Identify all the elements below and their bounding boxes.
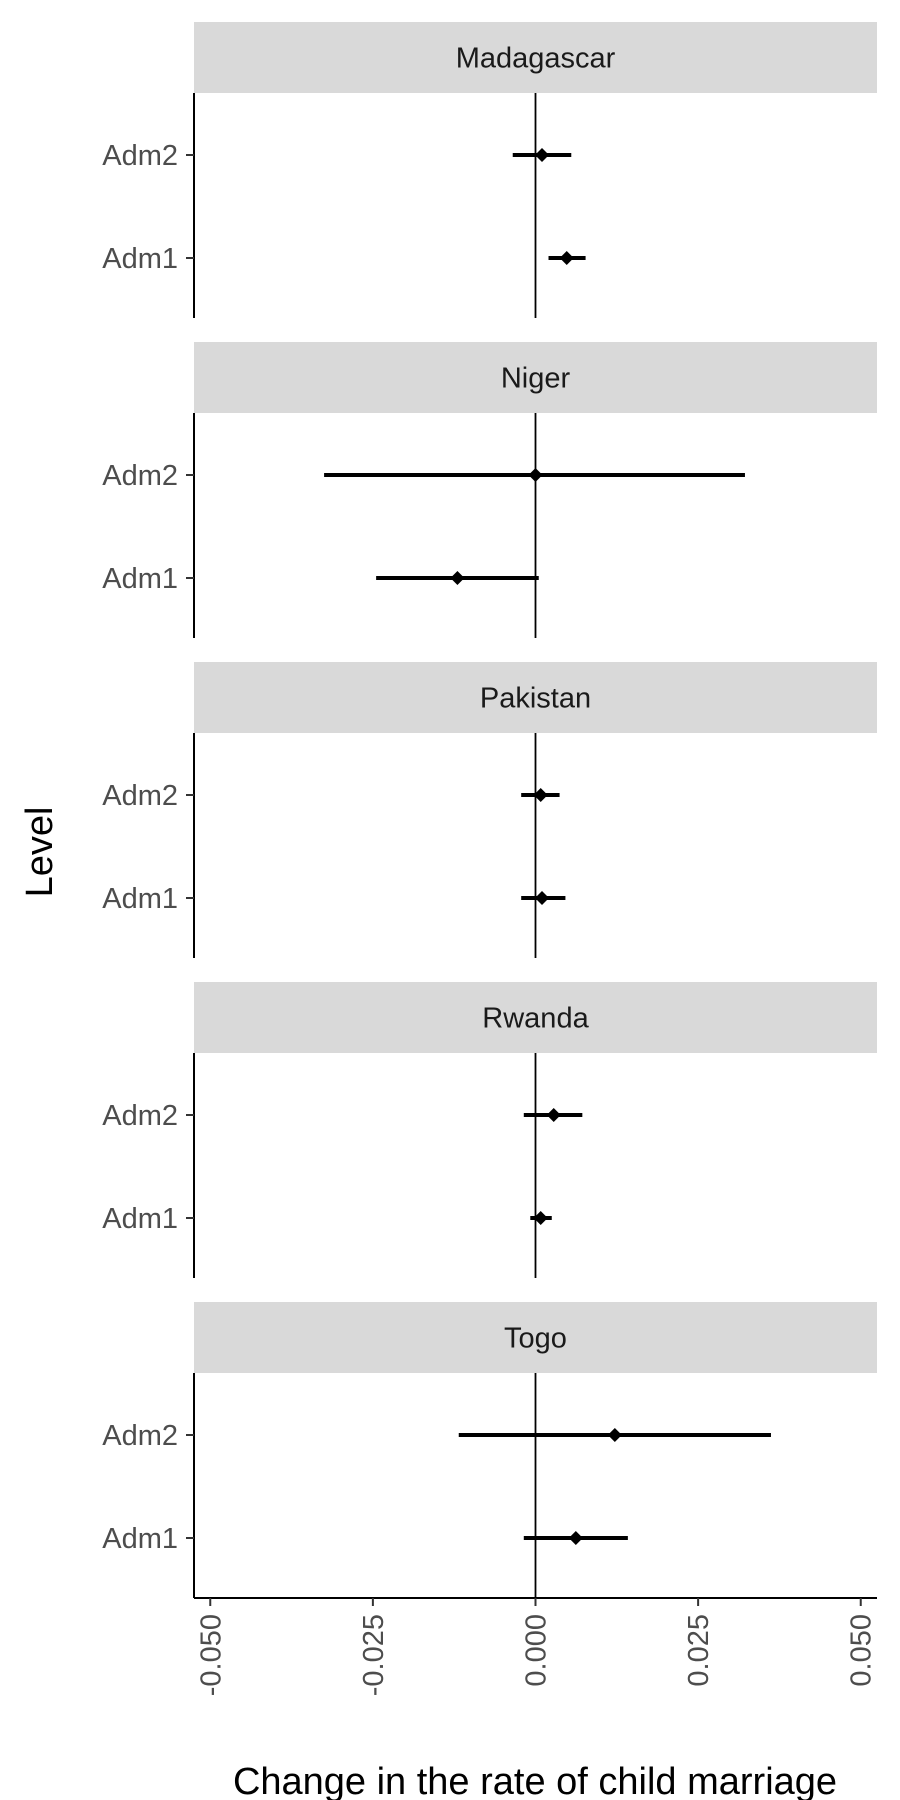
y-axis-title: Level bbox=[19, 807, 61, 898]
facet-strip bbox=[194, 342, 877, 413]
x-axis: -0.050 -0.025 0.000 0.025 0.050 bbox=[194, 1597, 878, 1696]
y-tick-label: Adm2 bbox=[102, 1100, 178, 1132]
y-tick-label: Adm1 bbox=[102, 883, 178, 915]
x-tick-label: 0.025 bbox=[683, 1614, 715, 1687]
facet-panels: Madagascar Adm2 Adm1 Niger Adm2 Adm1 Pakistan A… bbox=[102, 22, 877, 1598]
facet-strip-label: Niger bbox=[501, 363, 571, 395]
point-estimate bbox=[568, 1531, 583, 1545]
facet-strip-label: Madagascar bbox=[456, 43, 616, 75]
point-estimate bbox=[546, 1108, 561, 1122]
facet-strip bbox=[194, 22, 877, 93]
facet-panel-rwanda: Rwanda Adm2 Adm1 bbox=[102, 982, 877, 1278]
facet-panel-niger: Niger Adm2 Adm1 bbox=[102, 342, 877, 638]
y-tick-label: Adm2 bbox=[102, 460, 178, 492]
facet-panel-madagascar: Madagascar Adm2 Adm1 bbox=[102, 22, 877, 318]
x-tick-label: 0.000 bbox=[521, 1614, 553, 1687]
y-tick-label: Adm1 bbox=[102, 563, 178, 595]
point-estimate bbox=[607, 1428, 622, 1442]
point-estimate bbox=[559, 251, 574, 265]
y-tick-label: Adm2 bbox=[102, 780, 178, 812]
point-estimate bbox=[533, 788, 548, 802]
y-tick-label: Adm2 bbox=[102, 1420, 178, 1452]
point-estimate bbox=[535, 891, 550, 905]
point-estimate bbox=[533, 1211, 548, 1225]
facet-strip-label: Rwanda bbox=[482, 1003, 589, 1035]
facet-panel-togo: Togo Adm2 Adm1 bbox=[102, 1302, 877, 1598]
point-estimate bbox=[528, 468, 543, 482]
facet-strip-label: Togo bbox=[504, 1323, 567, 1355]
facet-panel-pakistan: Pakistan Adm2 Adm1 bbox=[102, 662, 877, 958]
x-axis-title: Change in the rate of child marriage bbox=[233, 1761, 837, 1800]
x-tick-label: -0.050 bbox=[195, 1614, 227, 1696]
y-tick-label: Adm2 bbox=[102, 140, 178, 172]
facet-strip bbox=[194, 982, 877, 1053]
point-estimate bbox=[450, 571, 465, 585]
y-tick-label: Adm1 bbox=[102, 1523, 178, 1555]
facet-strip bbox=[194, 1302, 877, 1373]
y-tick-label: Adm1 bbox=[102, 243, 178, 275]
y-tick-label: Adm1 bbox=[102, 1203, 178, 1235]
facet-strip bbox=[194, 662, 877, 733]
point-estimate bbox=[535, 148, 550, 162]
facet-strip-label: Pakistan bbox=[480, 683, 591, 715]
x-tick-label: 0.050 bbox=[846, 1614, 878, 1687]
x-tick-label: -0.025 bbox=[358, 1614, 390, 1696]
